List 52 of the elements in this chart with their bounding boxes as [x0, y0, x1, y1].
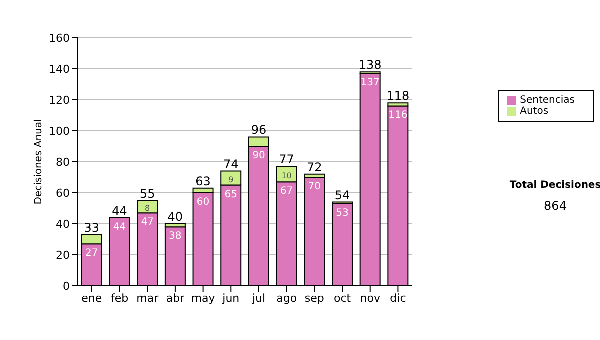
data-label: 60: [196, 197, 210, 208]
x-tick-label: may: [191, 292, 216, 305]
y-tick-label: 20: [56, 248, 70, 262]
y-tick-label: 160: [49, 32, 70, 45]
data-label: 8: [145, 204, 150, 213]
x-tick-label: ago: [276, 292, 298, 305]
data-label: 27: [86, 248, 98, 260]
total-label: 55: [140, 186, 156, 201]
total-label: 77: [279, 152, 294, 167]
total-label: 44: [112, 204, 128, 218]
total-label: 33: [84, 220, 100, 235]
total-label: 118: [386, 89, 410, 104]
total-label: 40: [168, 210, 184, 224]
data-label: 9: [228, 175, 234, 184]
x-tick-label: dic: [390, 292, 406, 305]
legend-label: Sentencias: [520, 95, 575, 106]
total-label: 138: [358, 58, 382, 72]
data-label: 90: [252, 150, 266, 162]
x-tick-label: ene: [82, 292, 102, 305]
y-tick-label: 100: [49, 124, 70, 138]
x-tick-label: jul: [251, 292, 266, 305]
x-tick-label: jun: [222, 292, 240, 305]
data-label: 38: [169, 231, 182, 242]
total-label: 63: [196, 174, 211, 188]
y-tick-label: 140: [49, 62, 70, 76]
x-tick-label: feb: [110, 292, 129, 305]
y-axis-title: Decisiones Anual: [34, 119, 45, 205]
total-label: 72: [307, 160, 322, 174]
y-tick-label: 60: [56, 186, 70, 200]
y-tick-label: 80: [56, 156, 70, 169]
x-tick-label: abr: [166, 292, 186, 305]
total-label: 54: [334, 188, 350, 202]
text: 864: [543, 199, 568, 213]
x-tick-label: nov: [360, 292, 381, 305]
data-label: 10: [282, 171, 292, 180]
data-label: 137: [360, 78, 380, 89]
data-label: 53: [336, 208, 349, 219]
x-tick-label: mar: [136, 292, 160, 305]
x-tick-label: oct: [334, 292, 352, 305]
data-label: 44: [113, 222, 126, 233]
y-tick-label: 40: [56, 218, 70, 231]
data-label: 47: [141, 217, 154, 228]
y-tick-label: 0: [63, 280, 70, 293]
x-tick-label: sep: [304, 292, 324, 305]
data-label: 70: [308, 182, 322, 192]
data-label: 65: [224, 189, 238, 200]
data-label: 67: [280, 186, 294, 198]
legend-label: Autos: [520, 106, 549, 117]
data-label: 116: [388, 110, 408, 122]
y-tick-label: 120: [49, 94, 70, 107]
total-label: 96: [251, 123, 267, 138]
total-label: 74: [223, 157, 239, 172]
